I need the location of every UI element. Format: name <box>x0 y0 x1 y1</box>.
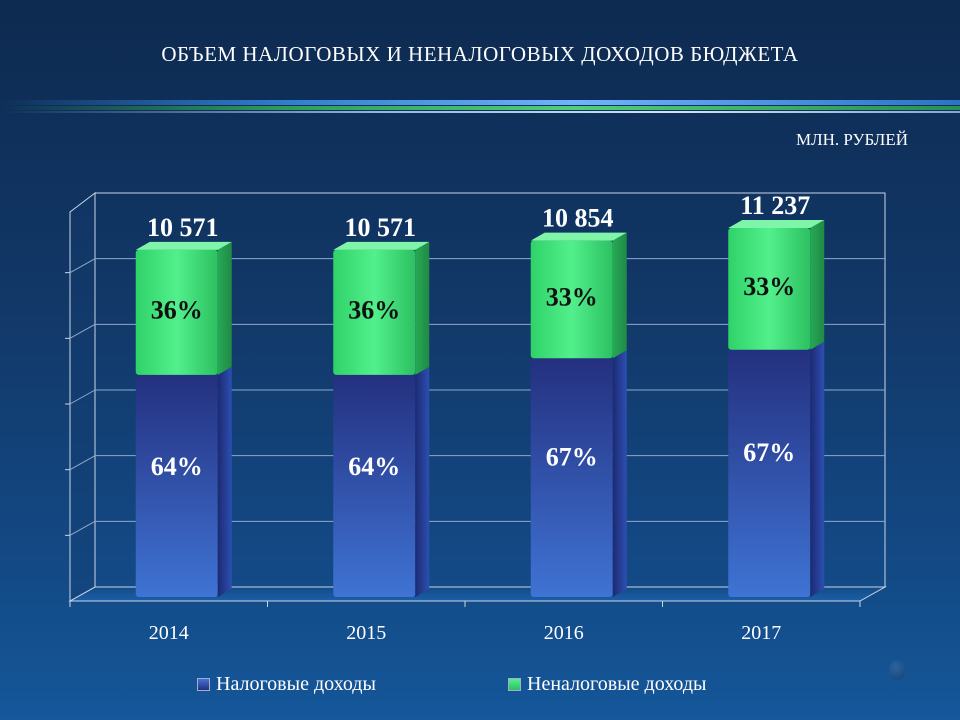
x-tick-label: 2017 <box>741 622 781 644</box>
bar-segment-tax <box>728 349 811 597</box>
bar-top <box>333 241 430 250</box>
legend-item-tax: Налоговые доходы <box>197 673 376 696</box>
bar-side-tax <box>810 341 825 597</box>
bar-segment-tax <box>135 374 218 597</box>
share-label-nontax: 36% <box>348 296 400 325</box>
bar-side-nontax <box>612 232 627 359</box>
bar-side-tax <box>217 366 232 597</box>
legend-swatch-nontax <box>508 678 521 691</box>
bar-segment-nontax <box>530 240 613 359</box>
gridline-wall <box>69 258 96 274</box>
bar-side-nontax <box>810 220 825 350</box>
gridline-wall <box>69 455 96 471</box>
share-label-nontax: 33% <box>743 272 795 301</box>
share-label-nontax: 33% <box>546 282 598 311</box>
total-label: 10 571 <box>345 213 417 242</box>
unit-label: МЛН. РУБЛЕЙ <box>795 130 908 149</box>
page-title: ОБЪЕМ НАЛОГОВЫХ И НЕНАЛОГОВЫХ ДОХОДОВ БЮ… <box>161 42 799 66</box>
bar-top <box>728 220 825 229</box>
gridline-wall <box>69 323 96 339</box>
share-label-tax: 64% <box>151 452 203 481</box>
x-tick-label: 2015 <box>346 622 386 644</box>
bar-segment-tax <box>530 358 613 597</box>
x-tick-label: 2016 <box>544 622 584 644</box>
bar-top <box>530 232 627 241</box>
share-label-tax: 67% <box>546 443 598 472</box>
info-icon <box>889 660 905 680</box>
share-label-tax: 67% <box>743 438 795 467</box>
header-stripe-blue <box>0 100 960 105</box>
header-stripe-light <box>0 111 960 113</box>
gridline-wall <box>69 389 96 405</box>
bar-side-tax <box>415 366 430 597</box>
legend-swatch-tax <box>197 678 210 691</box>
gridline-wall <box>69 520 96 536</box>
total-label: 10 854 <box>542 204 614 233</box>
header-stripe-green <box>0 106 960 110</box>
bar-segment-tax <box>333 374 416 597</box>
x-tick-label: 2014 <box>149 622 189 644</box>
share-label-nontax: 36% <box>151 296 203 325</box>
bar-segment-nontax <box>728 228 811 350</box>
bar-side-nontax <box>415 241 430 375</box>
bar-segment-nontax <box>333 249 416 375</box>
total-label: 11 237 <box>740 191 810 220</box>
bars-group <box>135 220 825 597</box>
bar-segment-nontax <box>135 249 218 375</box>
legend-label-nontax: Неналоговые доходы <box>527 673 707 695</box>
total-label: 10 571 <box>147 213 219 242</box>
legend: Налоговые доходы Неналоговые доходы <box>0 673 960 699</box>
labels-group: 64% 36% 10 571 2014 64% 36% 10 571 2015 67% 33% 10… <box>147 191 810 644</box>
legend-item-nontax: Неналоговые доходы <box>508 673 706 696</box>
bar-side-tax <box>612 350 627 597</box>
share-label-tax: 64% <box>348 452 400 481</box>
legend-label-tax: Налоговые доходы <box>216 673 376 695</box>
bar-side-nontax <box>217 241 232 375</box>
bar-top <box>135 241 232 250</box>
